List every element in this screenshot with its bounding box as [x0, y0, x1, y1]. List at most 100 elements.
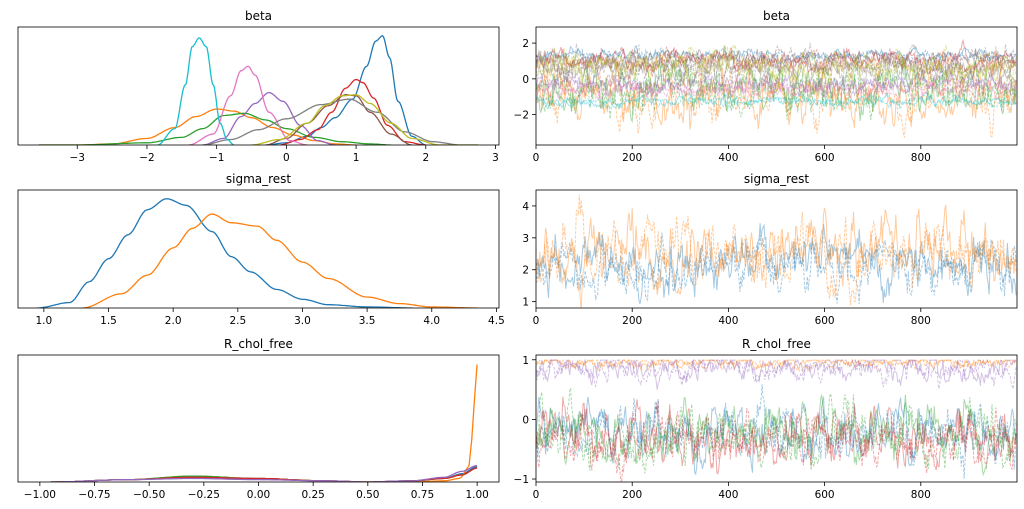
sigma-density-xtick-label: 3.5: [359, 315, 376, 327]
beta-density-curve-beta[4]: [202, 91, 336, 145]
sigma-density-curve-chain 0: [37, 198, 413, 308]
sigma-density-xtick-label: 2.0: [165, 315, 182, 327]
rchol-density-xtick-label: −0.25: [188, 489, 220, 501]
sigma-density-plot-area: [37, 198, 477, 308]
beta-trace-trace-beta[1]-chain-0: [536, 51, 1017, 130]
beta-density-curve-beta[5]: [265, 94, 412, 145]
sigma-trace-xtick-label: 400: [718, 315, 738, 327]
beta-trace-trace-beta[6]-chain-1: [536, 78, 1017, 101]
beta-trace-trace-beta[5]-chain-1: [536, 44, 1017, 80]
sigma-trace-ytick-label: 4: [522, 201, 529, 213]
sigma-density-xtick-label: 3.0: [294, 315, 311, 327]
beta-density-curve-beta[6]: [188, 65, 308, 145]
sigma-density-xtick-label: 4.5: [488, 315, 505, 327]
rchol-trace-xtick-label: 200: [622, 489, 642, 501]
rchol-trace-trace-R[2]-chain-0: [536, 394, 1017, 477]
rchol-density-xtick-label: 0.00: [247, 489, 270, 501]
beta-trace-xtick-label: 800: [911, 152, 931, 164]
sigma-density-curve-chain 1: [82, 213, 477, 308]
sigma-trace-xtick-label: 600: [815, 315, 835, 327]
rchol-trace-ytick-label: −1: [514, 474, 529, 486]
rchol-trace-ytick-label: 1: [522, 355, 529, 367]
beta-density-xtick-label: −1: [209, 152, 224, 164]
beta-density-xtick-label: 1: [353, 152, 360, 164]
sigma-density-xtick-label: 2.5: [229, 315, 246, 327]
beta-trace-trace-beta[1]-chain-1: [536, 66, 1017, 138]
beta-density-curve-beta[7]: [202, 98, 479, 145]
rchol-density-xtick-label: −0.75: [78, 489, 110, 501]
rchol-trace-xtick-label: 0: [533, 489, 540, 501]
beta-density-xtick-label: −3: [70, 152, 85, 164]
sigma-trace-title: sigma_rest: [744, 172, 810, 186]
beta-trace-xtick-label: 400: [718, 152, 738, 164]
sigma-trace-ytick-label: 1: [522, 297, 529, 309]
rchol-trace-trace-R[1]-chain-0: [536, 358, 1016, 372]
rchol-density-xtick-label: 0.25: [301, 489, 324, 501]
beta-density-xtick-label: 2: [422, 152, 429, 164]
beta-trace-trace-beta[4]-chain-1: [536, 67, 1017, 99]
beta-trace-plot-area: [536, 38, 1017, 138]
beta-density-xtick-label: 3: [492, 152, 499, 164]
sigma-density-xtick-label: 1.5: [100, 315, 117, 327]
rchol-trace-xtick-label: 600: [815, 489, 835, 501]
sigma-trace-plot-area: [536, 194, 1017, 308]
sigma-trace-ytick-label: 3: [522, 233, 529, 245]
rchol-density-xtick-label: 1.00: [465, 489, 488, 501]
sigma-trace-xtick-label: 0: [533, 315, 540, 327]
rchol-trace-axes-frame: [535, 354, 1018, 483]
rchol-density-xtick-label: 0.50: [356, 489, 379, 501]
beta-density-curve-beta[3]: [279, 78, 426, 145]
sigma-trace-panel: sigma_rest 0 200 400 600 800 1 2 3 4: [522, 172, 1018, 327]
beta-trace-trace-beta[0]-chain-0: [536, 44, 1017, 66]
rchol-density-plot-area: [50, 364, 478, 482]
beta-trace-panel: beta 0 200 400 600 800 −2 0 2: [514, 9, 1018, 164]
sigma-trace-axes-frame: [535, 189, 1018, 309]
sigma-density-xtick-label: 1.0: [36, 315, 53, 327]
beta-trace-title: beta: [763, 9, 790, 23]
beta-density-xtick-label: 0: [283, 152, 290, 164]
rchol-trace-trace-R[1]-chain-1: [536, 358, 1017, 372]
beta-trace-xtick-label: 200: [622, 152, 642, 164]
beta-density-xtick-label: −2: [139, 152, 154, 164]
beta-trace-trace-beta[9]-chain-1: [536, 91, 1017, 111]
beta-density-curve-beta[2]: [38, 112, 391, 145]
sigma-trace-xtick-label: 200: [622, 315, 642, 327]
beta-trace-xtick-label: 600: [815, 152, 835, 164]
rchol-density-axes-frame: [17, 354, 500, 483]
beta-trace-trace-beta[9]-chain-0: [536, 91, 1017, 110]
sigma-density-xtick-label: 4.0: [423, 315, 440, 327]
rchol-density-title: R_chol_free: [224, 337, 293, 351]
rchol-density-curve-R[1]: [50, 364, 478, 482]
beta-trace-trace-beta[3]-chain-0: [536, 38, 1017, 75]
beta-density-plot-area: [38, 35, 479, 145]
beta-density-panel: beta −3 −2 −1 0 1 2 3: [17, 9, 500, 164]
rchol-trace-trace-R[3]-chain-1: [536, 400, 1017, 482]
beta-density-title: beta: [245, 9, 272, 23]
rchol-density-xtick-label: 0.75: [411, 489, 434, 501]
beta-trace-axes-frame: [535, 26, 1018, 146]
sigma-trace-trace-chain 1-chain-0: [536, 204, 1017, 308]
rchol-trace-panel: R_chol_free 0 200 400 600 800 −1 0 1: [514, 337, 1018, 501]
sigma-trace-xtick-label: 800: [911, 315, 931, 327]
sigma-trace-trace-chain 0-chain-0: [536, 223, 1017, 305]
rchol-trace-xtick-label: 400: [718, 489, 738, 501]
rchol-trace-plot-area: [536, 358, 1017, 482]
rchol-trace-trace-R[2]-chain-1: [536, 387, 1017, 474]
rchol-trace-trace-R[0]-chain-1: [536, 384, 1017, 479]
rchol-trace-title: R_chol_free: [742, 337, 811, 351]
beta-trace-trace-beta[6]-chain-0: [536, 77, 1017, 101]
beta-trace-trace-beta[8]-chain-0: [536, 44, 1017, 90]
sigma-trace-trace-chain 0-chain-1: [536, 232, 1017, 304]
beta-trace-ytick-label: 2: [522, 38, 529, 50]
rchol-trace-trace-R[3]-chain-0: [536, 396, 1017, 475]
beta-trace-trace-beta[0]-chain-1: [536, 45, 1017, 65]
sigma-trace-ytick-label: 2: [522, 265, 529, 277]
sigma-density-title: sigma_rest: [226, 172, 292, 186]
beta-trace-ytick-label: 0: [522, 74, 529, 86]
beta-trace-trace-beta[2]-chain-0: [536, 57, 1017, 123]
rchol-trace-trace-R[4]-chain-0: [536, 358, 1017, 390]
beta-trace-trace-beta[5]-chain-0: [536, 48, 1017, 82]
beta-trace-xtick-label: 0: [533, 152, 540, 164]
rchol-trace-xtick-label: 800: [911, 489, 931, 501]
rchol-trace-trace-R[4]-chain-1: [536, 358, 1017, 391]
